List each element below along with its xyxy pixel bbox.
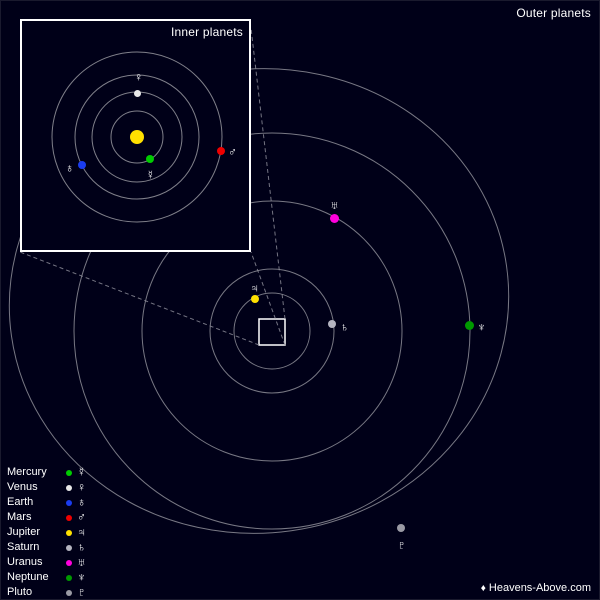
legend-planet-symbol: ♄ xyxy=(77,540,86,554)
orbit-circle-3 xyxy=(73,132,471,530)
planet-symbol-neptune: ♆ xyxy=(477,320,486,334)
planet-symbol-mars: ♂ xyxy=(228,145,237,159)
planet-dot-uranus[interactable] xyxy=(329,213,339,223)
orbit-circle-0 xyxy=(233,292,311,370)
legend-color-swatch xyxy=(66,575,72,581)
leader-line-right xyxy=(250,27,286,320)
orbit-circle-1 xyxy=(209,268,335,394)
legend-label: Mercury xyxy=(7,466,47,478)
planet-dot-saturn[interactable] xyxy=(328,320,336,328)
legend-planet-symbol: ♀ xyxy=(77,480,86,494)
legend-color-swatch xyxy=(66,470,72,476)
satellite-icon: ♦ xyxy=(480,583,486,594)
inner-orbit-circle-0 xyxy=(110,110,164,164)
legend-label: Mars xyxy=(7,511,32,523)
legend-row-saturn[interactable]: Saturn ♄ xyxy=(7,540,117,555)
legend-color-swatch xyxy=(66,530,72,536)
inner-planets-inset[interactable]: Inner planets ☿ ♀ ♁ ♂ xyxy=(20,19,251,252)
legend-label: Jupiter xyxy=(7,526,41,538)
planet-dot-neptune[interactable] xyxy=(464,320,474,330)
legend-color-swatch xyxy=(66,590,72,596)
planet-symbol-venus: ♀ xyxy=(134,70,143,84)
legend-row-uranus[interactable]: Uranus ♅ xyxy=(7,555,117,570)
legend-label: Earth xyxy=(7,496,34,508)
legend-row-mars[interactable]: Mars ♂ xyxy=(7,510,117,525)
planet-dot-mercury[interactable] xyxy=(146,155,154,163)
zoom-indicator-box xyxy=(258,318,286,346)
orbit-circle-2 xyxy=(141,200,403,462)
inner-orbit-circle-3 xyxy=(51,51,223,223)
legend-planet-symbol: ♁ xyxy=(77,495,86,509)
inner-planets-orbit-layer xyxy=(51,51,223,223)
legend-label: Saturn xyxy=(7,541,40,553)
outer-planets-title: Outer planets xyxy=(516,6,591,20)
planet-dot-earth[interactable] xyxy=(78,161,86,169)
legend-label: Venus xyxy=(7,481,38,493)
planet-dot-mars[interactable] xyxy=(217,147,225,155)
legend-color-swatch xyxy=(66,545,72,551)
planet-symbol-mercury: ☿ xyxy=(146,168,155,182)
watermark-text: Heavens-Above.com xyxy=(488,582,591,594)
legend-row-mercury[interactable]: Mercury ☿ xyxy=(7,465,117,480)
sun-dot xyxy=(130,130,144,144)
legend-planet-symbol: ♂ xyxy=(77,510,86,524)
legend-planet-symbol: ♇ xyxy=(77,585,86,599)
legend-planet-symbol: ♆ xyxy=(77,570,86,584)
planet-symbol-earth: ♁ xyxy=(65,161,74,175)
planet-symbol-saturn: ♄ xyxy=(340,320,349,334)
legend-row-jupiter[interactable]: Jupiter ♃ xyxy=(7,525,117,540)
planet-dot-pluto[interactable] xyxy=(397,524,405,532)
legend-color-swatch xyxy=(66,515,72,521)
planet-dot-jupiter[interactable] xyxy=(251,295,259,303)
legend-row-pluto[interactable]: Pluto ♇ xyxy=(7,585,117,599)
legend-planet-symbol: ♃ xyxy=(77,525,86,539)
inner-planets-title: Inner planets xyxy=(171,25,243,39)
leader-line-left xyxy=(19,251,260,346)
planet-symbol-uranus: ♅ xyxy=(330,198,339,212)
planet-symbol-jupiter: ♃ xyxy=(250,281,259,295)
legend-label: Pluto xyxy=(7,586,33,598)
legend-color-swatch xyxy=(66,485,72,491)
planet-dot-venus[interactable] xyxy=(133,89,141,97)
planet-symbol-pluto: ♇ xyxy=(397,538,406,552)
legend-row-neptune[interactable]: Neptune ♆ xyxy=(7,570,117,585)
legend-planet-symbol: ♅ xyxy=(77,555,86,569)
inner-orbit-circle-2 xyxy=(74,74,200,200)
planet-legend: Mercury ☿ Venus ♀ Earth ♁ Mars ♂ Jupiter ♃ Saturn ♄… xyxy=(7,465,117,599)
legend-label: Neptune xyxy=(7,571,49,583)
legend-row-venus[interactable]: Venus ♀ xyxy=(7,480,117,495)
legend-label: Uranus xyxy=(7,556,43,568)
legend-color-swatch xyxy=(66,500,72,506)
legend-row-earth[interactable]: Earth ♁ xyxy=(7,495,117,510)
legend-planet-symbol: ☿ xyxy=(77,465,86,479)
leader-line-mid xyxy=(250,251,286,346)
legend-color-swatch xyxy=(66,560,72,566)
watermark[interactable]: ♦ Heavens-Above.com xyxy=(481,582,591,594)
